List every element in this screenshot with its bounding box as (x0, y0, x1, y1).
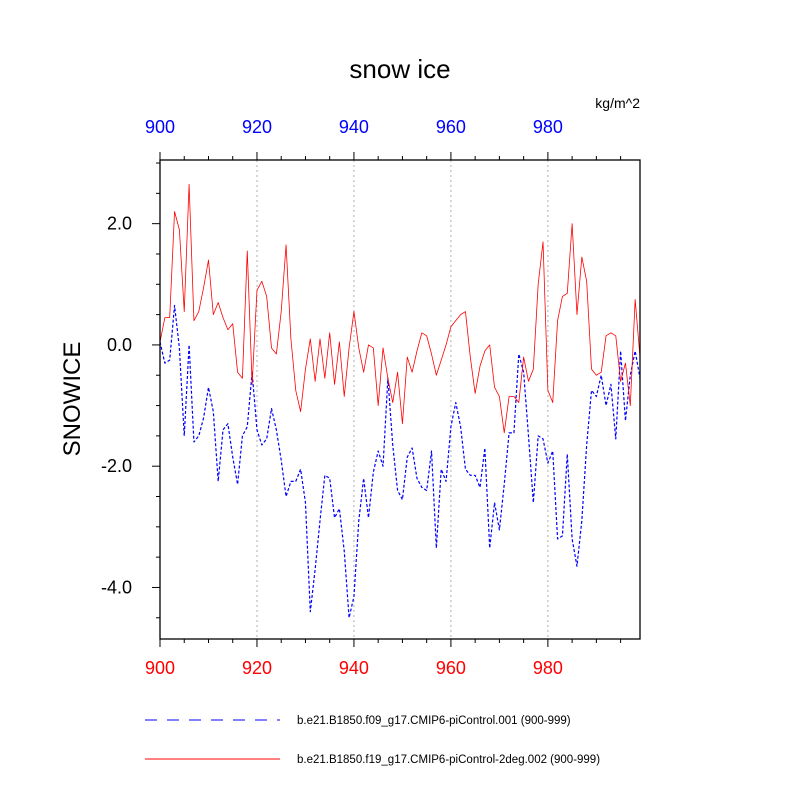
legend-label-series-2: b.e21.B1850.f19_g17.CMIP6-piControl-2deg… (297, 754, 600, 766)
x-bottom-tick-label-920: 920 (242, 658, 272, 678)
x-bottom-tick-label-980: 980 (533, 658, 563, 678)
axis-tick-labels: 900 900 920 920 940 940 960 960 980 980 2.0 0.0 -2.0… (101, 117, 563, 678)
x-bottom-tick-label-940: 940 (339, 658, 369, 678)
axis-ticks (152, 152, 622, 647)
units-label: kg/m^2 (595, 95, 640, 111)
x-top-tick-label-900: 900 (145, 117, 175, 137)
x-bottom-tick-label-900: 900 (145, 658, 175, 678)
legend: b.e21.B1850.f09_g17.CMIP6-piControl.001 … (145, 715, 600, 766)
y-tick-label-1: 0.0 (107, 335, 132, 355)
x-top-tick-label-940: 940 (339, 117, 369, 137)
y-axis-label: SNOWICE (59, 342, 86, 457)
series-line-2 (159, 183, 641, 434)
plot-frame (159, 159, 641, 640)
x-top-tick-label-960: 960 (436, 117, 466, 137)
series-lines (159, 183, 641, 619)
gridlines (256, 160, 549, 639)
x-bottom-tick-label-960: 960 (436, 658, 466, 678)
x-top-tick-label-980: 980 (533, 117, 563, 137)
series-line-1 (159, 304, 641, 619)
chart-title: snow ice (349, 54, 450, 84)
y-tick-label-0: 2.0 (107, 214, 132, 234)
legend-label-series-1: b.e21.B1850.f09_g17.CMIP6-piControl.001 … (297, 715, 571, 727)
y-tick-label-3: -4.0 (101, 577, 132, 597)
x-top-tick-label-920: 920 (242, 117, 272, 137)
y-tick-label-2: -2.0 (101, 456, 132, 476)
